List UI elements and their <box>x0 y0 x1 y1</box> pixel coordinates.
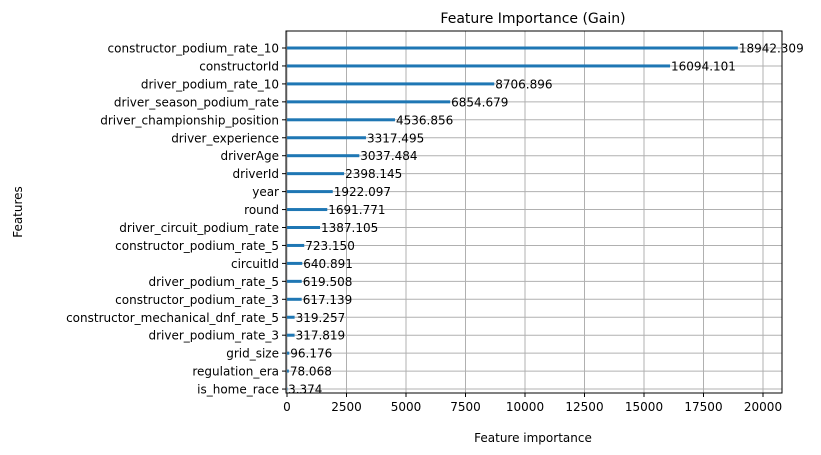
x-tick-label: 17500 <box>684 400 722 414</box>
bar <box>287 118 395 122</box>
y-tick-label: constructor_podium_rate_5 <box>115 239 279 253</box>
y-tick-label: driver_podium_rate_3 <box>148 329 279 343</box>
data-label: 3.374 <box>288 383 322 397</box>
bar <box>287 226 321 229</box>
bar <box>287 387 288 391</box>
y-axis-label: Features <box>11 186 25 238</box>
x-tick-label: 12500 <box>565 400 603 414</box>
plot-frame <box>285 30 783 394</box>
x-axis-label: Feature importance <box>474 431 592 445</box>
bar <box>287 46 738 50</box>
bar <box>287 243 305 247</box>
y-tick-label: driver_experience <box>171 131 279 145</box>
x-tick-label: 20000 <box>744 400 782 414</box>
y-tick-label: constructor_podium_rate_10 <box>108 42 279 56</box>
y-tick-label: round <box>244 203 279 217</box>
y-tick-label: is_home_race <box>197 383 279 397</box>
x-tick-layer: 0 2500 5000 7500 10000 12500 15000 17500 20000 <box>283 393 782 414</box>
bar <box>287 369 289 373</box>
y-tick-label: driver_championship_position <box>100 113 279 127</box>
bar <box>287 333 295 337</box>
bar <box>287 100 451 104</box>
y-tick-layer: constructor_podium_rate_10 constructorId d… <box>66 42 286 397</box>
data-label: 4536.856 <box>396 113 453 127</box>
x-tick-label: 15000 <box>625 400 663 414</box>
x-tick-label: 5000 <box>391 400 422 414</box>
bar <box>287 64 671 68</box>
data-label: 18942.309 <box>739 42 804 56</box>
data-label: 319.257 <box>296 311 346 325</box>
data-label: 16094.101 <box>671 59 736 73</box>
data-label: 2398.145 <box>345 167 402 181</box>
bar <box>287 154 360 158</box>
x-tick-label: 2500 <box>331 400 362 414</box>
bar <box>287 297 302 301</box>
data-label: 8706.896 <box>495 77 552 91</box>
data-label: 619.508 <box>303 275 353 289</box>
y-tick-label: constructor_mechanical_dnf_rate_5 <box>66 311 279 325</box>
data-label: 1922.097 <box>334 185 391 199</box>
y-tick-label: driver_season_podium_rate <box>114 95 279 109</box>
y-tick-label: driver_circuit_podium_rate <box>119 221 279 235</box>
data-label: 1387.105 <box>321 221 378 235</box>
x-tick-label: 7500 <box>450 400 481 414</box>
data-label: 3317.495 <box>367 131 424 145</box>
y-tick-label: driverId <box>233 167 279 181</box>
x-tick-label: 0 <box>283 400 291 414</box>
data-label: 6854.679 <box>451 95 508 109</box>
y-tick-label: grid_size <box>226 347 279 361</box>
bar <box>287 261 303 265</box>
bar <box>287 208 328 212</box>
y-tick-label: constructor_podium_rate_3 <box>115 293 279 307</box>
data-label: 96.176 <box>290 347 332 361</box>
y-tick-label: driverAge <box>220 149 279 163</box>
y-tick-label: driver_podium_rate_10 <box>141 77 279 91</box>
y-tick-label: regulation_era <box>192 365 279 379</box>
bar <box>287 351 290 355</box>
data-label: 640.891 <box>303 257 353 271</box>
y-tick-label: circuitId <box>231 257 279 271</box>
data-label: 1691.771 <box>328 203 385 217</box>
bar <box>287 82 495 86</box>
chart-title: Feature Importance (Gain) <box>440 11 625 27</box>
data-label: 723.150 <box>305 239 355 253</box>
bar <box>287 136 366 140</box>
y-tick-label: year <box>252 185 279 199</box>
y-tick-label: driver_podium_rate_5 <box>148 275 279 289</box>
y-tick-label: constructorId <box>199 59 279 73</box>
x-tick-label: 10000 <box>506 400 544 414</box>
data-label: 78.068 <box>290 365 332 379</box>
data-label: 3037.484 <box>360 149 417 163</box>
bar-layer <box>287 46 738 391</box>
bar <box>287 190 333 194</box>
data-label: 317.819 <box>296 329 346 343</box>
bar <box>287 172 345 176</box>
bar <box>287 279 302 283</box>
bar <box>287 315 295 319</box>
data-label: 617.139 <box>303 293 353 307</box>
